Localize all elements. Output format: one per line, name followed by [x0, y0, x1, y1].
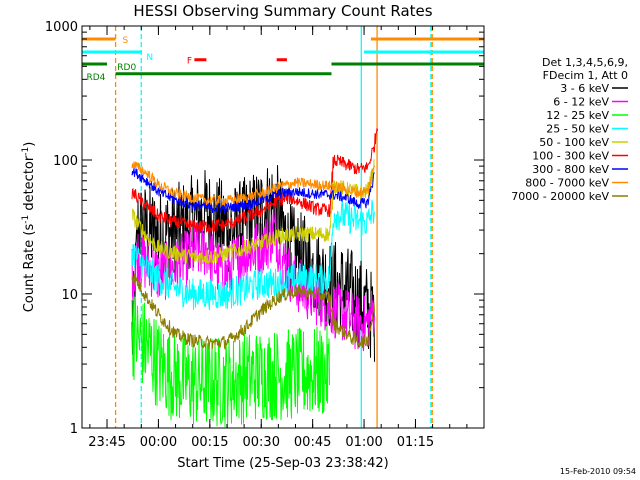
legend-entry-label: 12 - 25 keV: [546, 109, 609, 122]
flag-label-n: N: [146, 53, 153, 63]
legend-entry-label: 800 - 7000 keV: [525, 177, 609, 190]
series-line-5: [131, 128, 378, 234]
flag-label-rd4: RD4: [86, 73, 105, 83]
x-tick-label: 01:00: [345, 435, 382, 450]
legend: Det 1,3,4,5,6,9, FDecim 1, Att 0 3 - 6 k…: [511, 56, 628, 203]
y-tick-label: 1: [70, 422, 78, 437]
series-line-2: [131, 296, 330, 428]
flag-label-rd0: RD0: [117, 63, 136, 73]
footer-date: 15-Feb-2010 09:54: [560, 467, 636, 476]
flag-label-f: F: [187, 57, 192, 67]
x-tick-label: 23:45: [88, 435, 125, 450]
legend-entry-label: 25 - 50 keV: [546, 123, 609, 136]
plot-frame: [81, 25, 485, 429]
series-line-3: [131, 199, 375, 311]
y-tick-label: 1000: [45, 20, 78, 35]
flag-label-s: S: [122, 36, 128, 46]
legend-entry-label: 3 - 6 keV: [560, 82, 609, 95]
series-line-8: [131, 273, 375, 351]
legend-header-line-2: FDecim 1, Att 0: [543, 69, 628, 82]
legend-entry-label: 300 - 800 keV: [532, 163, 609, 176]
x-tick-label: 00:00: [140, 435, 177, 450]
legend-entry-label: 100 - 300 keV: [532, 150, 609, 163]
x-tick-label: 00:45: [294, 435, 331, 450]
legend-header-line-1: Det 1,3,4,5,6,9,: [542, 56, 628, 69]
legend-entry-label: 50 - 100 keV: [539, 136, 609, 149]
x-tick-label: 01:15: [397, 435, 434, 450]
y-tick-label: 100: [53, 154, 78, 169]
series-line-7: [131, 161, 375, 207]
x-tick-label: 00:15: [191, 435, 228, 450]
legend-entry-label: 7000 - 20000 keV: [511, 190, 609, 203]
y-tick-label: 10: [61, 288, 78, 303]
x-axis-label: Start Time (25-Sep-03 23:38:42): [177, 456, 388, 471]
legend-entry-label: 6 - 12 keV: [553, 96, 609, 109]
x-tick-label: 00:30: [243, 435, 280, 450]
y-axis-label: Count Rate (s-1 detector-1): [21, 142, 37, 313]
chart-title: HESSI Observing Summary Count Rates: [133, 2, 432, 20]
